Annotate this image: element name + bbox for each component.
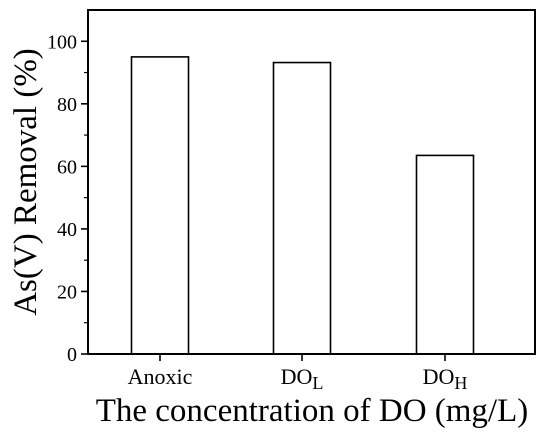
y-tick-label: 20 bbox=[57, 281, 77, 303]
y-tick-label: 0 bbox=[67, 344, 77, 366]
y-tick-label: 40 bbox=[57, 219, 77, 241]
x-category-label: Anoxic bbox=[128, 364, 193, 389]
plot-frame bbox=[87, 9, 536, 355]
bar-1 bbox=[130, 56, 190, 355]
x-category-label: DOH bbox=[423, 364, 468, 393]
y-axis-title: As(V) Removal (%) bbox=[8, 48, 44, 316]
bars bbox=[130, 56, 475, 355]
x-category-labels: Anoxic DOL DOH bbox=[128, 354, 468, 393]
bar-3 bbox=[415, 154, 475, 355]
y-tick-label: 80 bbox=[57, 94, 77, 116]
x-category-label: DOL bbox=[281, 364, 324, 393]
y-tick-label: 60 bbox=[57, 156, 77, 178]
y-tick-label: 100 bbox=[47, 31, 77, 53]
bar-2 bbox=[272, 61, 332, 355]
y-ticks: 0 20 40 60 80 100 bbox=[47, 31, 88, 366]
x-axis-title: The concentration of DO (mg/L) bbox=[96, 393, 529, 429]
